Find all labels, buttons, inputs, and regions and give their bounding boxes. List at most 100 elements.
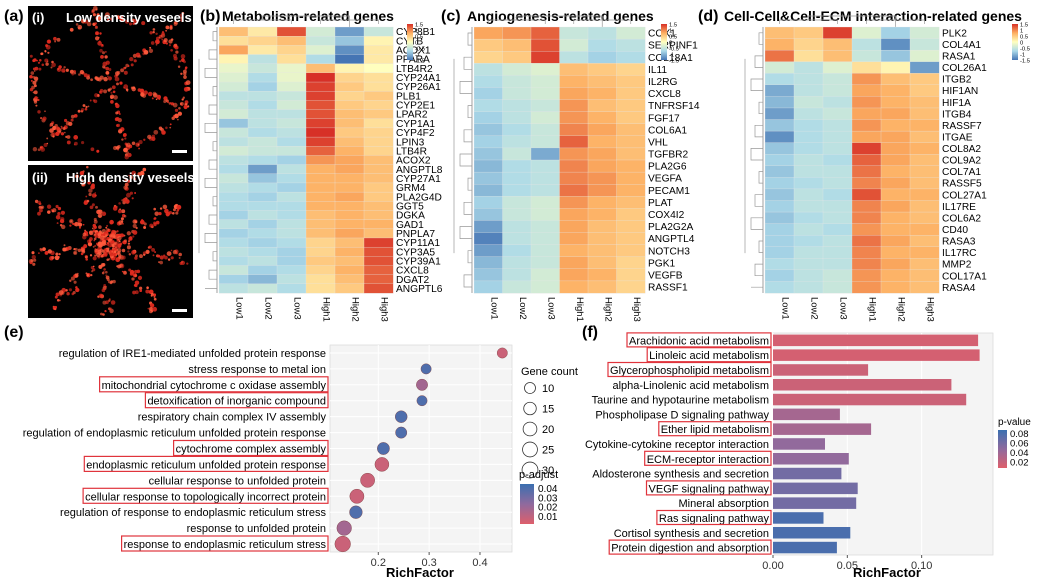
heatmap-cell: [247, 36, 278, 46]
heatmap-cell: [559, 63, 589, 76]
vessel-signal-spot: [164, 255, 168, 260]
heatmap-cell: [276, 265, 307, 276]
vessel-signal-spot: [66, 135, 71, 139]
vessel-signal-spot: [71, 292, 75, 296]
gene-label: GAD1: [396, 220, 424, 231]
size-legend-title: Gene count: [521, 366, 578, 378]
heatmap-cell: [247, 63, 278, 74]
vessel-signal-spot: [105, 226, 108, 229]
heatmap-cell: [793, 211, 824, 225]
vessel-signal-spot: [116, 70, 121, 75]
heatmap-cell: [247, 228, 278, 239]
heatmap-cell: [473, 232, 503, 246]
vessel-signal-spot: [168, 39, 173, 44]
vessel-signal-spot: [139, 219, 145, 225]
dendrogram-branch: [463, 129, 472, 143]
vessel-signal-spot: [175, 50, 179, 54]
vessel-signal-spot: [45, 62, 49, 66]
heatmap-cell: [502, 159, 532, 173]
heatmap-cell: [218, 210, 249, 221]
heatmap-cell: [334, 265, 365, 276]
vessel-signal-spot: [33, 90, 38, 95]
dendrogram-branch: [459, 81, 472, 94]
vessel-signal-spot: [108, 68, 112, 71]
heatmap-cell: [530, 123, 560, 137]
vessel-signal-spot: [128, 240, 130, 243]
heatmap-cell: [880, 96, 911, 109]
vessel-signal-spot: [130, 63, 134, 67]
vessel-signal-spot: [126, 231, 131, 236]
heatmap-cell: [334, 228, 365, 239]
vessel-signal-spot: [109, 221, 113, 225]
vessel-signal-spot: [101, 211, 107, 217]
vessel-signal-spot: [57, 206, 62, 211]
sample-label: High3: [925, 297, 936, 322]
gene-label: COL7A1: [942, 167, 981, 178]
heatmap-cell: [247, 164, 278, 175]
heatmap-cell: [880, 281, 911, 294]
heatmap-cell: [764, 223, 795, 236]
heatmap-cell: [559, 123, 589, 137]
vessel-signal-spot: [92, 223, 97, 228]
vessel-signal-spot: [118, 112, 121, 116]
vessel-signal-spot: [145, 289, 150, 294]
heatmap-cell: [247, 118, 278, 129]
heatmap-cell: [851, 223, 882, 236]
heatmap-cell: [764, 235, 795, 248]
vessel-signal-spot: [166, 101, 170, 104]
vessel-signal-spot: [49, 125, 52, 127]
heatmap-cell: [793, 269, 824, 282]
heatmap-cell: [793, 246, 824, 259]
heatmap-cell: [822, 258, 853, 271]
x-tick-label: 0.05: [837, 560, 858, 572]
vessel-signal-spot: [155, 39, 160, 45]
vessel-signal-spot: [37, 148, 41, 152]
vessel-signal-spot: [113, 95, 118, 100]
vessel-signal-spot: [92, 265, 95, 268]
heatmap-cell: [880, 246, 911, 259]
term-label: respiratory chain complex IV assembly: [138, 412, 327, 424]
heatmap-cell: [880, 107, 911, 120]
heatmap-cell: [764, 107, 795, 120]
vessel-signal-spot: [88, 192, 92, 197]
vessel-signal-spot: [84, 229, 86, 232]
heatmap-cell: [334, 63, 365, 74]
vessel-signal-spot: [66, 140, 71, 145]
vessel-signal-spot: [88, 188, 93, 193]
vessel-signal-spot: [99, 48, 103, 53]
term-point: [374, 457, 390, 472]
heatmap-cell: [616, 159, 646, 173]
heatmap-cell: [276, 54, 307, 65]
heatmap-cell: [363, 191, 394, 202]
pathway-highlight-box: [646, 347, 772, 363]
vessel-signal-spot: [62, 127, 66, 130]
heatmap-cell: [276, 173, 307, 184]
gene-label: PECAM1: [648, 186, 690, 197]
size-legend-label: 25: [542, 445, 554, 457]
vessel-signal-spot: [59, 223, 63, 227]
vessel-signal-spot: [89, 205, 94, 210]
vessel-signal-spot: [128, 174, 131, 177]
vessel-signal-spot: [56, 67, 62, 72]
vessel-signal-spot: [159, 207, 163, 210]
scale-bar: [172, 309, 187, 312]
dendrogram-branch: [204, 122, 217, 133]
heatmap-cell: [822, 200, 853, 213]
vessel-signal-spot: [54, 255, 60, 261]
heatmap-cell: [587, 123, 617, 137]
gene-label: GRM4: [396, 183, 426, 194]
vessel-signal-spot: [84, 19, 89, 24]
vessel-signal-spot: [78, 226, 82, 229]
vessel-signal-spot: [99, 235, 105, 241]
dendrogram-branch: [750, 148, 763, 161]
vessel-signal-spot: [119, 81, 123, 85]
heatmap-cell: [305, 228, 336, 239]
color-key-tick: 1: [669, 29, 672, 35]
heatmap-cell: [909, 26, 940, 40]
vessel-signal-spot: [105, 60, 110, 65]
dendrogram-branch: [467, 105, 472, 119]
vessel-signal-spot: [60, 217, 65, 222]
heatmap-cell: [587, 147, 617, 161]
pathway-label: Ras signaling pathway: [659, 513, 770, 525]
heatmap-cell: [247, 72, 278, 83]
